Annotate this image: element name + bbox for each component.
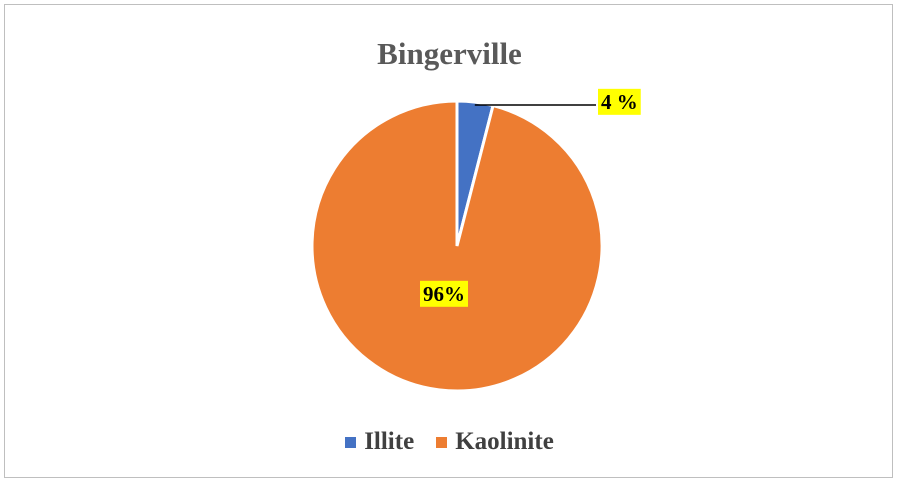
chart-title: Bingerville	[377, 36, 522, 71]
legend-label-kaolinite: Kaolinite	[455, 428, 554, 455]
legend-swatch-kaolinite	[436, 436, 448, 448]
pie-slice-kaolinite	[310, 99, 604, 393]
data-label-illite-bg	[598, 88, 641, 115]
legend-item-kaolinite: Kaolinite	[436, 428, 554, 456]
legend-swatch-illite	[345, 436, 357, 448]
data-label-illite: 4 %	[601, 90, 638, 114]
legend-item-illite: Illite	[345, 428, 414, 456]
data-label-kaolinite-bg	[420, 280, 468, 307]
legend: Illite Kaolinite	[0, 428, 899, 456]
legend-label-illite: Illite	[364, 428, 415, 455]
data-label-kaolinite: 96%	[423, 282, 465, 306]
